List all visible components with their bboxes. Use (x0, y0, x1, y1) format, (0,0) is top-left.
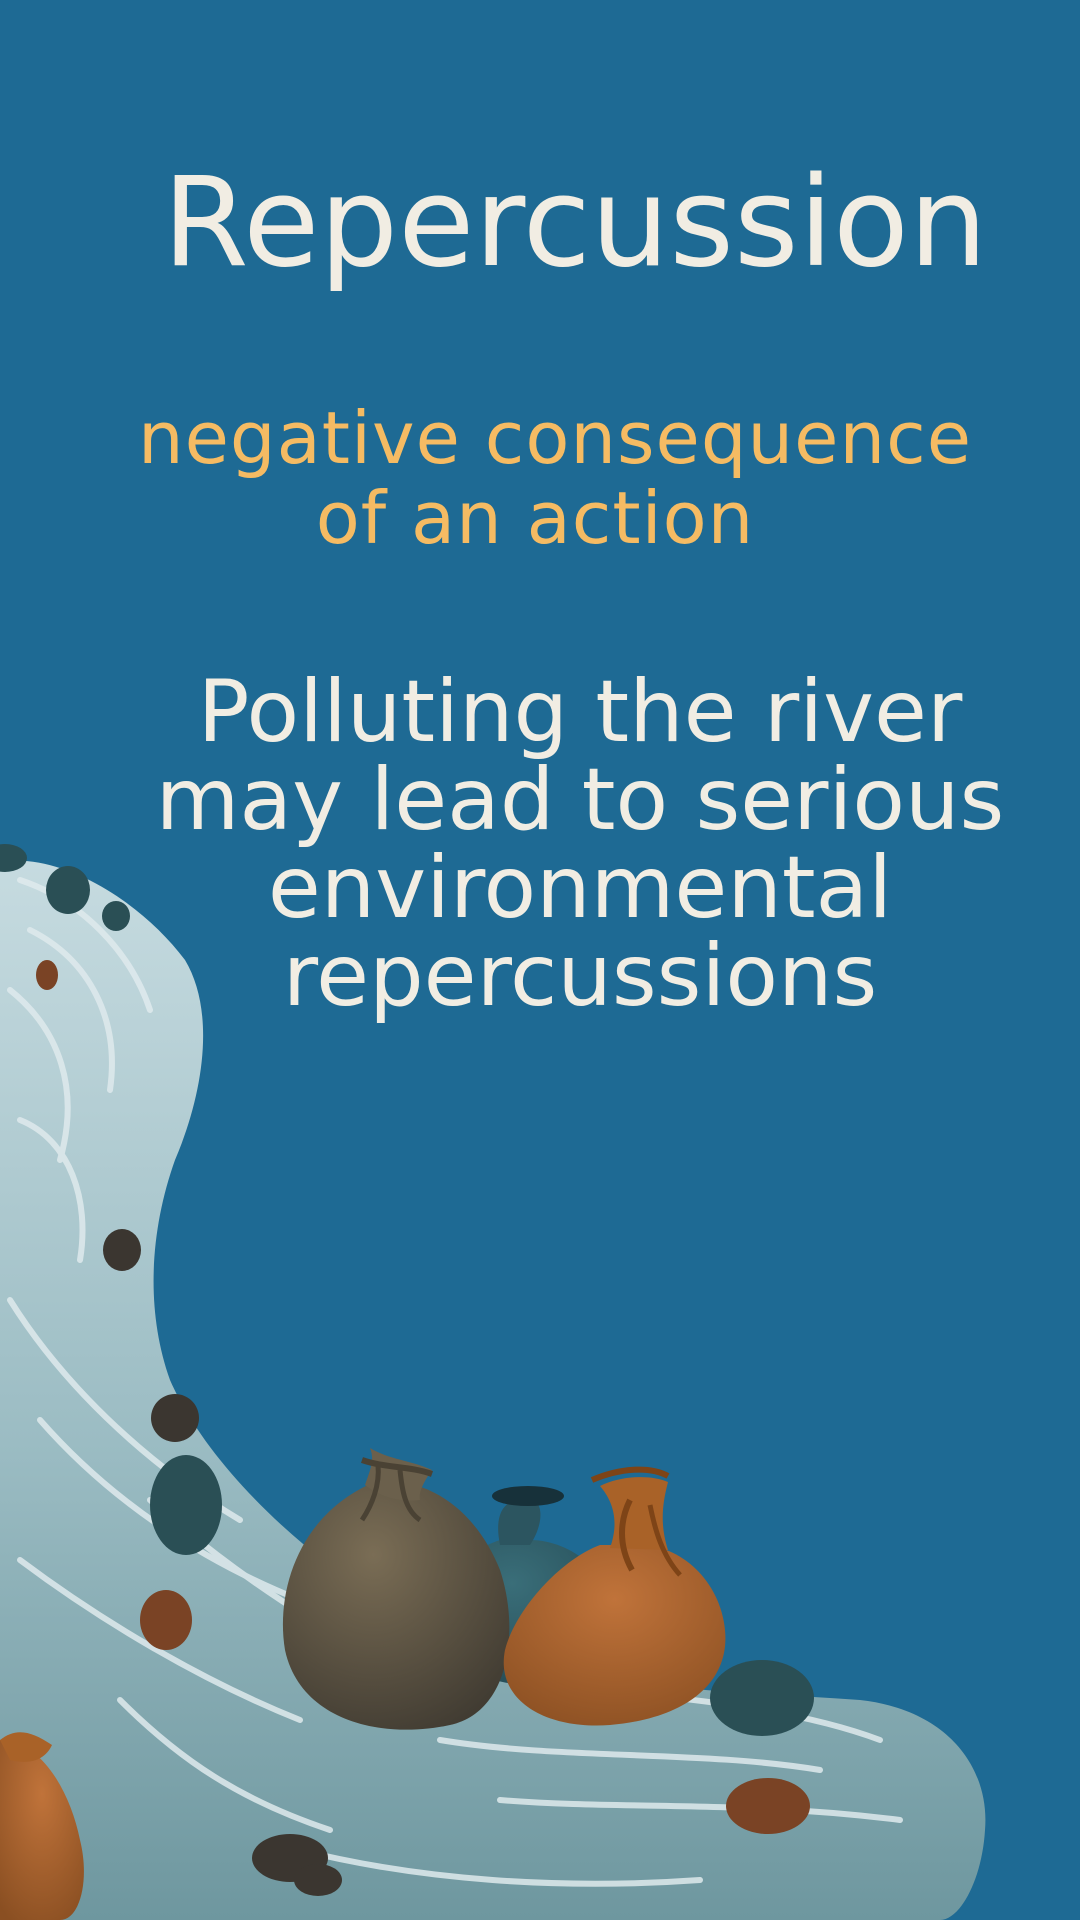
vocabulary-word-title: Repercussion (162, 151, 988, 295)
definition-line: negative consequence (137, 396, 972, 480)
definition-text: negative consequence of an action (0, 398, 1080, 558)
example-line: repercussions (282, 926, 878, 1026)
example-sentence: Polluting the river may lead to serious … (0, 668, 1080, 1020)
definition-line: of an action (315, 476, 755, 560)
garbage-bag-icon (0, 1448, 726, 1920)
rock-icon (0, 844, 814, 1896)
river-icon (0, 860, 986, 1920)
example-line: environmental (267, 838, 893, 938)
example-line: may lead to serious (155, 750, 1005, 850)
example-line: Polluting the river (197, 662, 963, 762)
